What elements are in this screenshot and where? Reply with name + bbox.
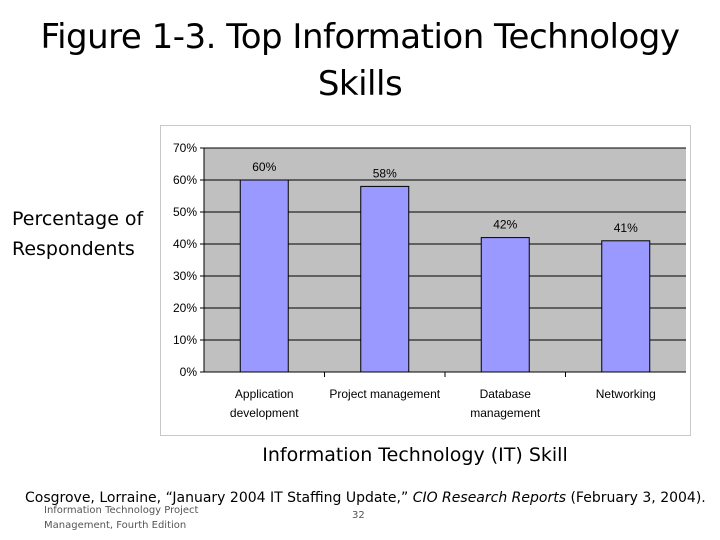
y-axis-title-line1: Percentage of [12,208,144,230]
x-category-label: management [470,406,541,420]
footer-course-line1: Information Technology Project [44,505,199,516]
y-tick-label: 60% [173,173,197,187]
y-tick-label: 0% [180,365,198,379]
x-axis-title: Information Technology (IT) Skill [262,444,568,466]
chart-frame: 0% 10% 20% 30% 40% 50% 60% 70% 60% Application dev… [160,125,691,436]
slide-title-line2: Skills [317,64,403,104]
footer-course-line2: Management, Fourth Edition [44,520,187,531]
y-tick-label: 40% [173,237,197,251]
citation-author: Cosgrove, Lorraine, “January 2004 IT Sta… [25,490,413,506]
x-category-label: Application [235,387,294,401]
x-category-label: Project management [329,387,440,401]
footer-course-name: Information Technology Project Managemen… [44,503,224,533]
citation-date: (February 3, 2004). [566,490,706,506]
y-axis-title: Percentage of Respondents [12,204,162,264]
y-tick-label: 50% [173,205,197,219]
y-tick-label: 70% [173,141,197,155]
citation: Cosgrove, Lorraine, “January 2004 IT Sta… [25,490,715,506]
x-category-label: Networking [596,387,656,401]
data-label: 60% [252,160,276,174]
slide-title: Figure 1-3. Top Information Technology S… [20,14,700,108]
page-number: 32 [352,510,365,521]
slide-title-line1: Figure 1-3. Top Information Technology [40,17,680,57]
x-category-label: Database [480,387,532,401]
bar [601,240,651,373]
citation-source: CIO Research Reports [412,490,566,506]
bar [480,237,530,373]
data-label: 42% [493,218,517,232]
y-tick-label: 10% [173,333,197,347]
y-tick-label: 20% [173,301,197,315]
bar-chart: 0% 10% 20% 30% 40% 50% 60% 70% 60% Application dev… [173,141,686,420]
bar [239,179,289,373]
y-tick-label: 30% [173,269,197,283]
data-label: 58% [373,166,397,180]
bar [360,185,410,373]
y-axis-title-line2: Respondents [12,238,135,260]
x-category-label: development [230,406,299,420]
data-label: 41% [614,221,638,235]
